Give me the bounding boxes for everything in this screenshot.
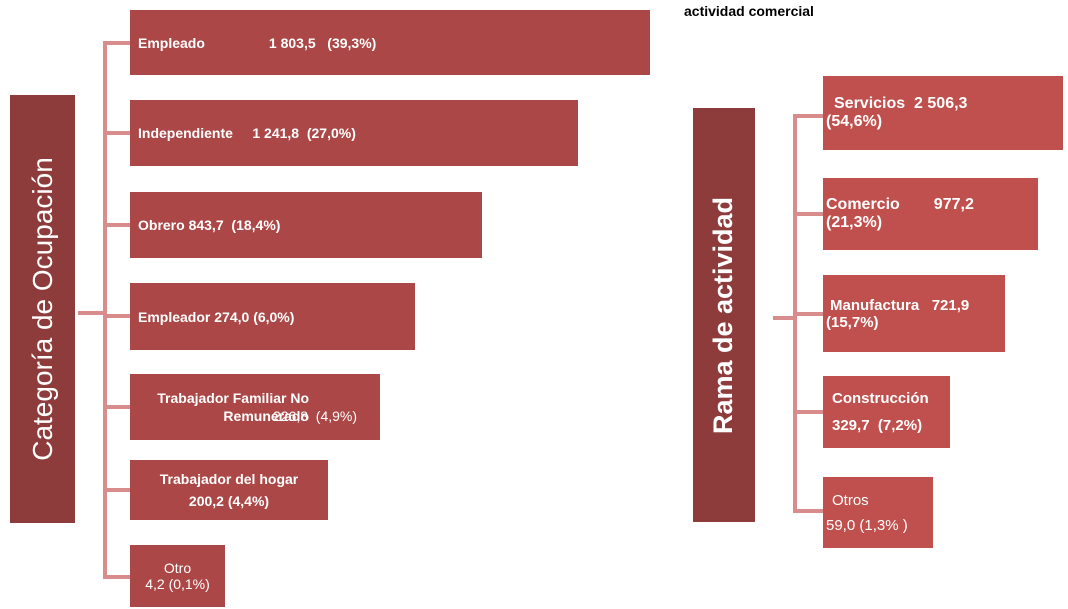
connector	[103, 41, 130, 45]
item-name: Comercio	[826, 196, 900, 213]
left-label: Categoría de Ocupación	[26, 157, 58, 461]
sector-bar: Servicios 2 506,3 (54,6%)	[823, 76, 1063, 150]
title: actividad comercial	[684, 3, 814, 19]
item-value: 977,2	[933, 196, 974, 213]
item-share: (4,9%)	[315, 408, 358, 424]
item-share: (39,3%)	[327, 34, 377, 51]
connector	[773, 316, 797, 320]
item-value: 1 241,8	[252, 125, 300, 141]
connector	[103, 314, 130, 318]
sector-bar: Otros 59,0 (1,3% )	[823, 477, 933, 548]
category-bar: Otro 4,2 (0,1%)	[130, 545, 225, 607]
item-share: (7,2%)	[877, 417, 923, 434]
connector	[103, 488, 130, 492]
item-value: 721,9	[931, 296, 970, 314]
item-value: 59,0	[826, 516, 856, 534]
item-value: 200,2	[188, 493, 224, 509]
category-bar: Independiente 1 241,8 (27,0%)	[130, 100, 578, 166]
item-value: 329,7	[832, 417, 870, 434]
item-value: 226,8	[272, 408, 309, 424]
item-share: (54,6%)	[826, 113, 883, 130]
connector	[103, 405, 130, 409]
item-share: (18,4%)	[231, 217, 281, 233]
category-bar: Empleado 1 803,5 (39,3%)	[130, 10, 650, 75]
item-share: (27,0%)	[306, 125, 356, 141]
sector-bar: Manufactura 721,9 (15,7%)	[823, 275, 1005, 352]
sector-bar: Comercio 977,2 (21,3%)	[823, 178, 1038, 250]
category-bar: Trabajador Familiar No Remunerado 226,8 (…	[130, 374, 380, 440]
item-share: (1,3% )	[859, 516, 908, 534]
item-name: Trabajador Familiar No Remunerado	[157, 390, 309, 424]
item-share: (6,0%)	[253, 308, 295, 325]
right-label-box: Rama de actividad	[693, 108, 755, 522]
left-label-box: Categoría de Ocupación	[10, 95, 75, 523]
connector	[103, 42, 107, 578]
right-label: Rama de actividad	[708, 196, 739, 434]
item-name: Otros	[832, 491, 869, 509]
category-bar: Empleador 274,0 (6,0%)	[130, 283, 415, 350]
connector	[103, 223, 130, 227]
item-value: 1 803,5	[268, 34, 316, 51]
item-name: Servicios	[834, 95, 906, 112]
item-name: Independiente	[138, 125, 233, 141]
connector	[103, 131, 130, 135]
item-value: 2 506,3	[914, 95, 968, 112]
item-share: (15,7%)	[826, 313, 879, 331]
connector	[793, 509, 823, 513]
item-name: Construcción	[832, 390, 929, 407]
item-value: 274,0	[214, 308, 250, 325]
item-name: Empleador	[138, 308, 211, 325]
item-name: Empleado	[138, 34, 205, 51]
item-share: (21,3%)	[826, 214, 883, 231]
connector	[793, 114, 823, 118]
category-bar: Trabajador del hogar 200,2 (4,4%)	[130, 460, 328, 520]
category-bar: Obrero 843,7 (18,4%)	[130, 192, 482, 258]
connector	[793, 312, 823, 316]
item-share: (0,1%)	[168, 576, 210, 592]
connector	[793, 212, 823, 216]
item-name: Trabajador del hogar	[159, 471, 299, 487]
item-name: Obrero	[138, 217, 185, 233]
item-name: Manufactura	[830, 296, 920, 314]
item-value: 843,7	[188, 217, 224, 233]
item-share: (4,4%)	[227, 493, 270, 509]
sector-bar: Construcción 329,7 (7,2%)	[823, 376, 950, 448]
connector	[78, 311, 106, 315]
connector	[103, 575, 130, 579]
item-name: Otro	[163, 560, 192, 576]
item-value: 4,2	[145, 576, 165, 592]
connector	[793, 410, 823, 414]
